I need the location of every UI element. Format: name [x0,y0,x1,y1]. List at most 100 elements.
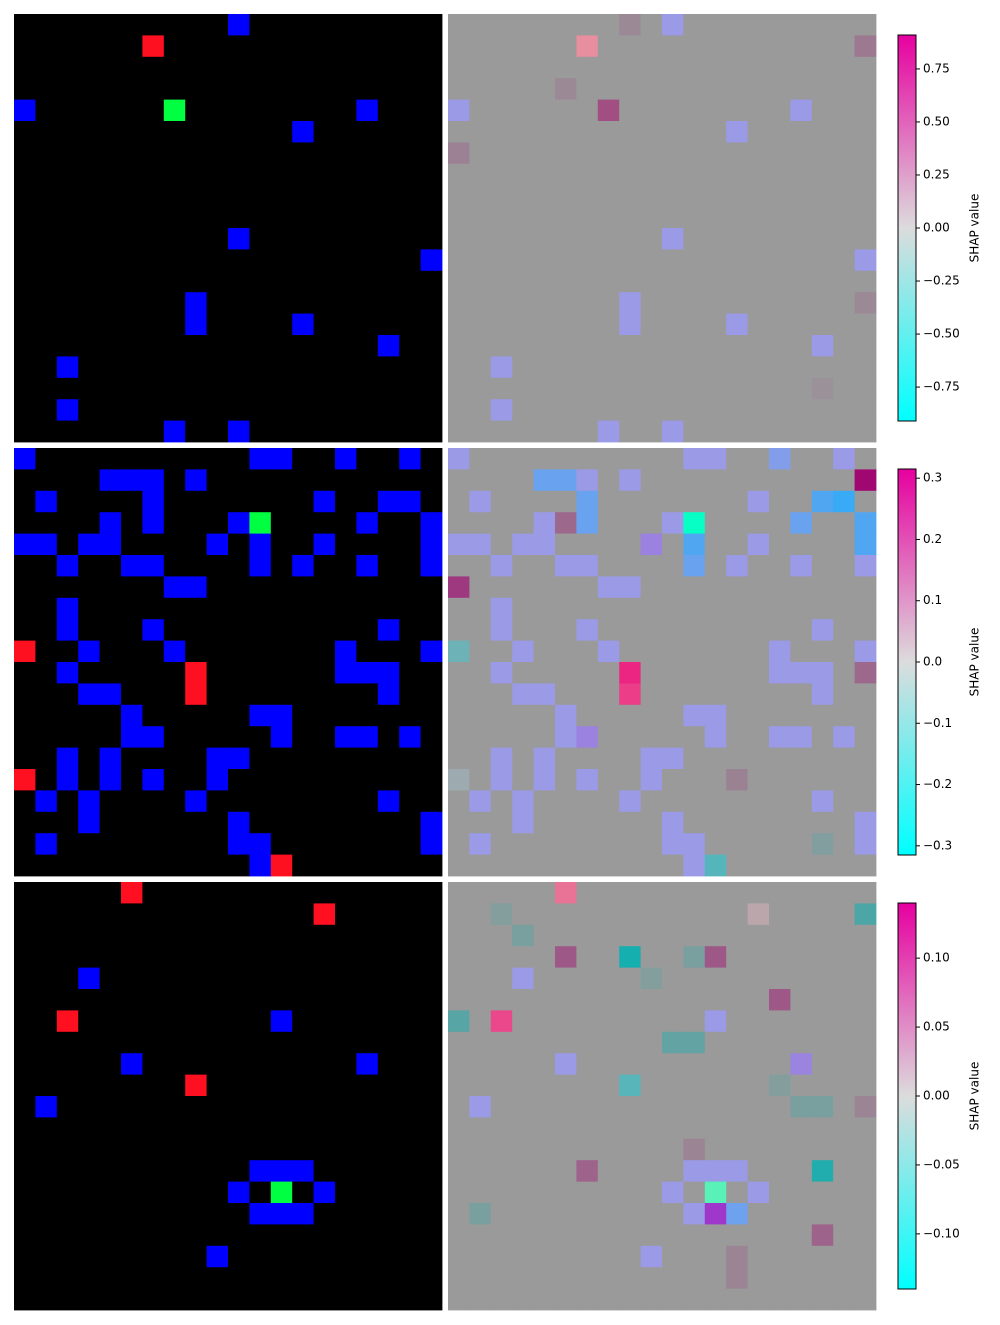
shap-cell [833,420,855,443]
state-cell [185,555,207,577]
state-cell [35,490,58,513]
shap-cell [769,989,791,1011]
shap-cell [683,99,706,122]
state-cell [270,946,293,968]
shap-cell [576,1288,599,1311]
state-cell [228,747,250,770]
state-cell [249,662,272,684]
shap-cell [533,1203,556,1225]
state-cell [121,163,143,186]
state-cell [249,185,272,207]
state-cell [228,1074,250,1097]
shap-cell [619,946,641,968]
shap-cell [619,576,641,599]
state-cell [99,1288,122,1311]
shap-cell [448,790,470,813]
shap-cell [662,1288,684,1311]
shap-cell [619,811,641,834]
shap-cell [811,1074,834,1097]
shap-cell [619,249,641,272]
shap-cell [597,469,620,492]
state-cell [313,854,336,877]
state-cell [356,946,379,968]
shap-cell [469,833,492,855]
shap-cell [833,512,855,534]
state-cell [35,78,58,100]
shap-cell [619,683,641,706]
shap-cell [448,142,470,165]
state-cell [163,1224,186,1247]
state-cell [185,967,207,990]
shap-cell [448,121,470,143]
state-cell [335,854,357,877]
state-cell [292,790,314,813]
shap-cell [533,903,556,926]
shap-cell [533,56,556,79]
state-cell [163,1031,186,1054]
state-cell [35,270,58,293]
state-cell [420,555,443,577]
shap-cell [576,597,599,620]
state-cell [420,1074,443,1097]
shap-cell [790,1096,813,1118]
state-cell [249,882,272,904]
shap-cell [704,1138,727,1161]
shap-cell [512,78,534,100]
shap-cell [576,1181,599,1204]
shap-cell [555,469,577,492]
shap-cell [597,377,620,400]
state-cell [399,420,421,443]
state-cell [99,335,122,357]
shap-cell [597,946,620,968]
state-cell [142,726,165,748]
shap-cell [490,335,513,357]
state-cell [142,555,165,577]
shap-cell [683,924,706,947]
state-cell [270,811,293,834]
shap-cell [769,1181,791,1204]
shap-cell [811,292,834,314]
state-cell [56,490,79,513]
state-cell [228,833,250,855]
state-cell [420,1267,443,1289]
shap-cell [490,469,513,492]
state-cell [228,1288,250,1311]
state-cell [35,1053,58,1075]
state-cell [292,811,314,834]
state-cell [163,683,186,706]
shap-cell [576,576,599,599]
state-cell [228,811,250,834]
shap-cell [662,1245,684,1268]
state-cell [121,1203,143,1225]
state-cell [35,576,58,599]
state-cell [142,1053,165,1075]
state-cell [356,1010,379,1033]
state-cell [206,228,229,250]
state-cell [377,206,400,229]
shap-cell [769,576,791,599]
state-cell [121,35,143,58]
shap-cell [726,1117,748,1140]
shap-cell [704,619,727,641]
state-cell [35,35,58,58]
shap-cell [555,78,577,100]
shap-cell [769,1224,791,1247]
state-cell [420,142,443,165]
state-cell [206,1181,229,1204]
shap-cell [662,967,684,990]
shap-cell [833,356,855,379]
state-cell [228,420,250,443]
shap-cell [490,704,513,727]
state-cell [35,99,58,122]
shap-cell [747,833,770,855]
shap-cell [811,1096,834,1118]
state-cell [99,292,122,314]
shap-cell [619,533,641,556]
shap-cell [726,1288,748,1311]
state-cell [270,769,293,791]
state-cell [292,228,314,250]
state-cell [313,185,336,207]
state-cell [313,769,336,791]
state-cell [356,555,379,577]
colorbar-tick-label: 0.25 [923,167,950,181]
